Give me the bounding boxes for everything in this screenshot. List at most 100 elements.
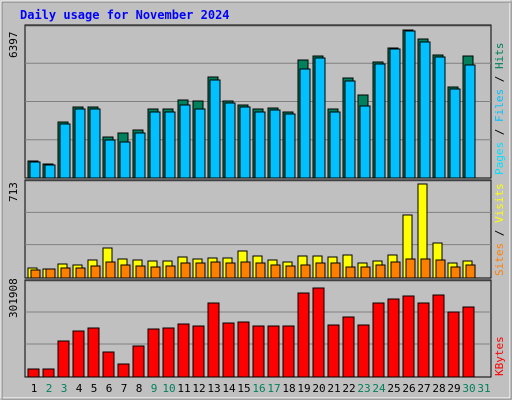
bar-kbytes-day-5 (87, 327, 100, 378)
bar-sites-day-18 (285, 265, 296, 279)
bar-kbytes-day-13 (207, 302, 220, 378)
bar-kbytes-day-24 (372, 302, 385, 378)
day-label-19: 19 (297, 382, 310, 395)
day-label-20: 20 (312, 382, 325, 395)
day-label-24: 24 (372, 382, 386, 395)
day-label-1: 1 (31, 382, 38, 395)
bar-kbytes-day-11 (177, 323, 190, 378)
bar-files-day-18 (284, 113, 296, 179)
bar-kbytes-day-14 (222, 322, 235, 378)
bar-files-day-12 (194, 108, 206, 179)
day-label-26: 26 (402, 382, 415, 395)
bar-kbytes-day-6 (102, 351, 115, 378)
bar-files-day-5 (89, 108, 101, 179)
bar-kbytes-day-1 (27, 368, 40, 378)
bar-files-day-11 (179, 104, 191, 179)
bar-sites-day-9 (150, 266, 161, 279)
bar-sites-day-27 (420, 258, 431, 279)
bar-sites-day-7 (120, 264, 131, 279)
bar-files-day-21 (329, 111, 341, 179)
bar-sites-day-19 (300, 264, 311, 279)
bar-sites-day-11 (180, 262, 191, 279)
bar-kbytes-day-30 (462, 306, 475, 378)
bar-kbytes-day-12 (192, 325, 205, 378)
kbytes-panel (24, 279, 492, 378)
day-label-25: 25 (387, 382, 400, 395)
bar-kbytes-day-16 (252, 325, 265, 378)
bar-kbytes-day-15 (237, 321, 250, 378)
bar-sites-day-3 (60, 267, 71, 279)
bar-files-day-26 (404, 30, 416, 179)
day-label-12: 12 (192, 382, 205, 395)
day-label-29: 29 (447, 382, 460, 395)
day-label-7: 7 (121, 382, 128, 395)
day-label-9: 9 (151, 382, 158, 395)
bar-files-day-22 (344, 80, 356, 179)
bar-sites-day-13 (210, 261, 221, 279)
bottom-ymax-label: 301908 (7, 278, 20, 318)
bar-sites-day-24 (375, 264, 386, 279)
day-axis-labels: 1 2 3 4 5 6 7 8 9 10 11 12 13 14 15 16 17 18 19 20 21 22 23 24 2… (31, 382, 491, 395)
bar-sites-day-26 (405, 258, 416, 279)
bar-files-day-3 (59, 123, 71, 179)
bar-files-day-13 (209, 79, 221, 179)
bar-kbytes-day-18 (282, 325, 295, 378)
legend-pages: Pages (493, 142, 506, 175)
top-ymax-label: 6397 (7, 32, 20, 59)
day-label-16: 16 (252, 382, 265, 395)
legend-hits: Hits (493, 43, 506, 70)
day-label-31: 31 (477, 382, 490, 395)
bar-files-day-23 (359, 105, 371, 179)
bar-files-day-19 (299, 68, 311, 179)
bar-kbytes-day-25 (387, 298, 400, 378)
bar-sites-day-28 (435, 259, 446, 279)
day-label-28: 28 (432, 382, 445, 395)
bar-files-day-14 (224, 102, 236, 179)
day-label-30: 30 (462, 382, 475, 395)
bar-files-day-29 (449, 88, 461, 179)
bar-sites-day-5 (90, 265, 101, 279)
day-label-27: 27 (417, 382, 430, 395)
bar-kbytes-day-17 (267, 325, 280, 378)
bar-kbytes-day-26 (402, 295, 415, 378)
bar-sites-day-17 (270, 264, 281, 279)
bar-sites-day-1 (30, 269, 41, 279)
day-label-10: 10 (162, 382, 175, 395)
bar-kbytes-day-21 (327, 324, 340, 378)
bar-files-day-16 (254, 111, 266, 179)
bar-files-day-10 (164, 111, 176, 179)
bar-kbytes-day-22 (342, 316, 355, 378)
bar-sites-day-6 (105, 261, 116, 279)
svg-text:Sites / Visits: Sites / Visits (493, 183, 506, 276)
bar-files-day-30 (464, 64, 476, 179)
chart-title: Daily usage for November 2024 (20, 8, 230, 22)
bar-kbytes-day-3 (57, 340, 70, 378)
legend-kbytes: KBytes (493, 336, 506, 376)
day-label-14: 14 (222, 382, 236, 395)
bar-sites-day-14 (225, 262, 236, 279)
bar-sites-day-20 (315, 262, 326, 279)
day-label-21: 21 (327, 382, 340, 395)
day-label-11: 11 (177, 382, 190, 395)
bar-kbytes-day-20 (312, 287, 325, 378)
top-legend: Pages / Files / Hits (493, 43, 506, 176)
day-label-17: 17 (267, 382, 280, 395)
bar-kbytes-day-8 (132, 345, 145, 378)
bar-files-day-6 (104, 139, 116, 179)
bar-kbytes-day-19 (297, 292, 310, 378)
legend-visits: Visits (493, 183, 506, 223)
day-label-2: 2 (46, 382, 53, 395)
bar-kbytes-day-27 (417, 302, 430, 378)
bar-kbytes-day-7 (117, 363, 130, 378)
bar-sites-day-15 (240, 261, 251, 279)
bar-kbytes-day-23 (357, 324, 370, 378)
day-label-6: 6 (106, 382, 113, 395)
bar-files-day-25 (389, 48, 401, 179)
bar-files-day-4 (74, 108, 86, 179)
bar-files-day-7 (119, 141, 131, 179)
bar-sites-day-25 (390, 261, 401, 279)
day-label-18: 18 (282, 382, 295, 395)
bar-files-day-1 (29, 161, 41, 179)
